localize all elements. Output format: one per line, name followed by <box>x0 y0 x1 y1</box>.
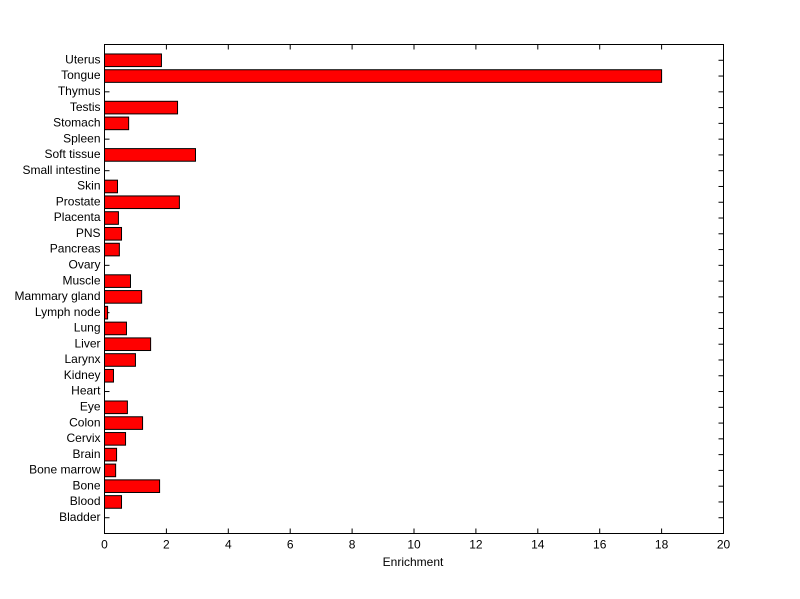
y-tick-label: Liver <box>74 336 100 350</box>
y-tick-label: Pancreas <box>50 242 101 256</box>
y-tick-label: Mammary gland <box>14 289 100 303</box>
bar <box>104 148 196 162</box>
x-tick-label: 20 <box>717 538 731 552</box>
bar <box>104 337 152 352</box>
bar <box>104 495 123 509</box>
y-tick-label: Heart <box>71 384 101 398</box>
bar <box>104 321 127 336</box>
y-tick-label: Skin <box>77 179 100 193</box>
y-tick-label: Placenta <box>54 210 101 224</box>
bar <box>104 463 117 478</box>
y-tick-label: Soft tissue <box>44 147 100 161</box>
y-tick-label: Bladder <box>59 510 100 524</box>
y-tick-label: Stomach <box>53 116 100 130</box>
y-tick-label: Ovary <box>68 258 100 272</box>
bar <box>104 305 109 320</box>
plot-area <box>104 44 724 534</box>
y-tick-label: Uterus <box>65 52 100 66</box>
bar <box>104 479 161 493</box>
x-tick-label: 6 <box>287 538 294 552</box>
y-tick-label: Thymus <box>58 84 101 98</box>
x-tick-label: 12 <box>469 538 483 552</box>
y-tick-label: Spleen <box>63 131 100 145</box>
y-tick-label: Small intestine <box>22 163 100 177</box>
y-tick-label: Testis <box>70 100 101 114</box>
bar <box>104 447 118 462</box>
y-tick-label: Prostate <box>56 194 101 208</box>
y-tick-label: Lymph node <box>35 305 101 319</box>
bar <box>104 53 162 68</box>
y-tick-label: Larynx <box>64 352 100 366</box>
y-tick-label: Bone <box>72 478 100 492</box>
bar <box>104 116 130 131</box>
y-tick-label: Colon <box>69 415 100 429</box>
y-tick-label: Cervix <box>66 431 100 445</box>
bar <box>104 290 143 304</box>
y-tick-label: Tongue <box>61 68 101 82</box>
x-tick-label: 8 <box>349 538 356 552</box>
y-tick-label: Lung <box>74 321 101 335</box>
bar <box>104 400 128 415</box>
y-tick-label: PNS <box>76 226 101 240</box>
bar <box>104 274 131 288</box>
y-tick-label: Blood <box>70 494 101 508</box>
x-tick-label: 0 <box>101 538 108 552</box>
x-tick-label: 16 <box>593 538 607 552</box>
bar <box>104 226 123 241</box>
y-tick-label: Eye <box>80 399 101 413</box>
bar <box>104 242 120 257</box>
y-tick-label: Brain <box>72 447 100 461</box>
x-tick-label: 10 <box>407 538 421 552</box>
x-axis-label: Enrichment <box>383 555 444 569</box>
bar <box>104 195 180 210</box>
x-tick-label: 2 <box>163 538 170 552</box>
y-tick-label: Bone marrow <box>29 463 101 477</box>
y-tick-label: Kidney <box>64 368 101 382</box>
bar <box>104 353 136 367</box>
bar <box>104 368 114 383</box>
bar <box>104 211 119 225</box>
bar <box>104 416 144 430</box>
bar <box>104 100 179 115</box>
y-tick-label: Muscle <box>62 273 100 287</box>
x-tick-label: 18 <box>655 538 669 552</box>
bar <box>104 179 118 194</box>
x-tick-label: 4 <box>225 538 232 552</box>
x-tick-label: 14 <box>531 538 545 552</box>
bar <box>104 69 663 83</box>
bar <box>104 432 127 446</box>
